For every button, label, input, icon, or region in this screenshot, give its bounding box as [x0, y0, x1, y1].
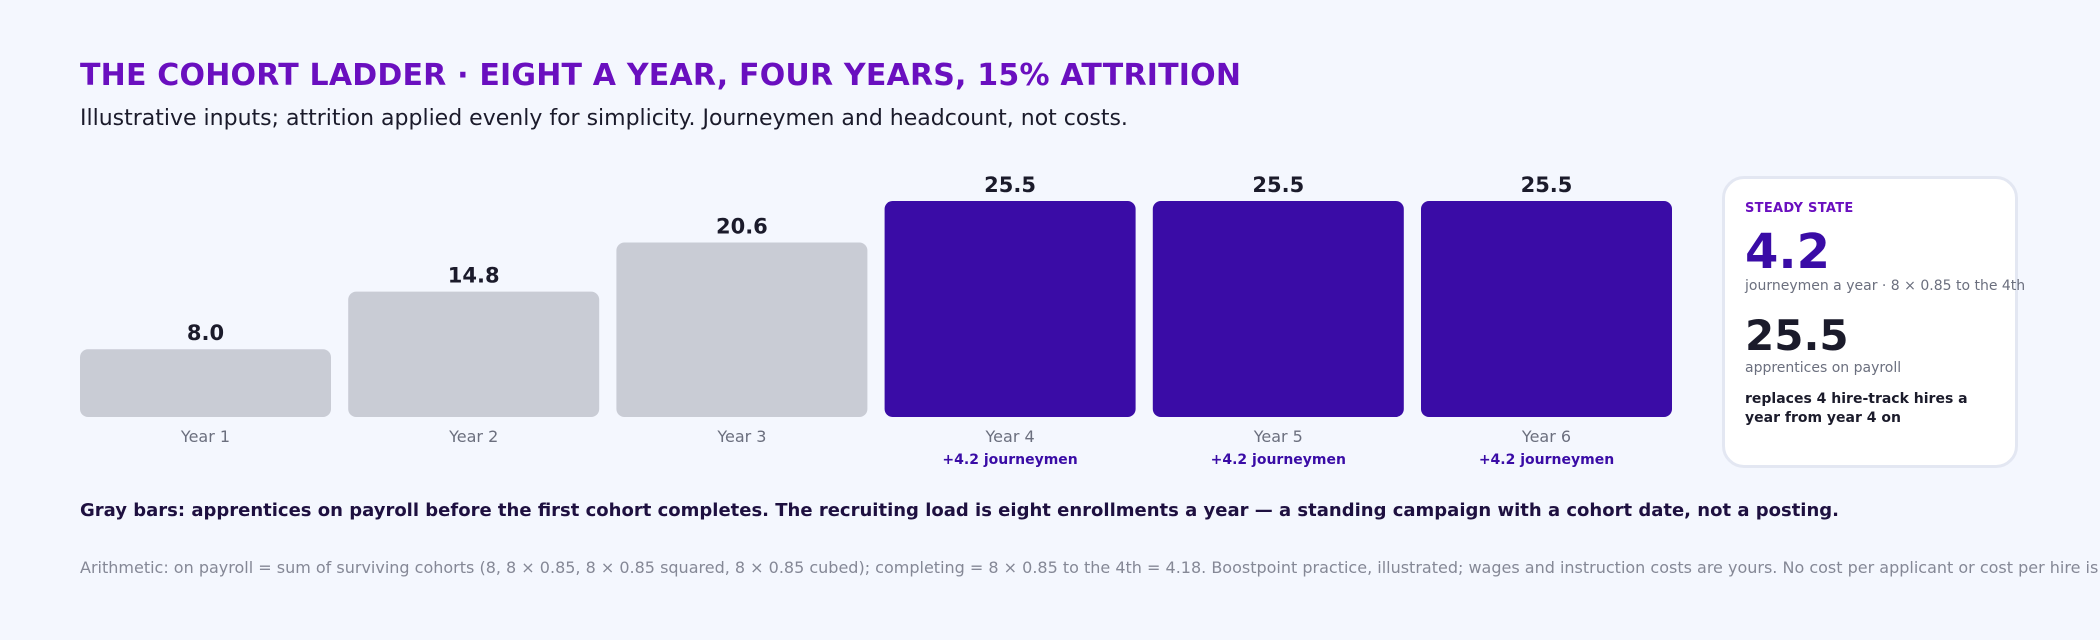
bar-value-label: 25.5: [1252, 173, 1304, 197]
panel-kicker: STEADY STATE: [1745, 201, 1854, 216]
bar-note-label: +4.2 journeymen: [942, 452, 1077, 468]
bar-2: [348, 291, 600, 417]
bar-value-label: 14.8: [448, 264, 500, 288]
chart-footnote: Gray bars: apprentices on payroll before…: [80, 500, 1840, 521]
journeymen-per-year-value: 4.2: [1745, 224, 1831, 280]
x-tick-label: Year 1: [180, 427, 230, 446]
bar-value-label: 25.5: [984, 173, 1036, 197]
bar-6: [1421, 201, 1672, 417]
bar-3: [616, 242, 868, 417]
bar-note-label: +4.2 journeymen: [1211, 452, 1346, 468]
bar-value-label: 25.5: [1521, 173, 1573, 197]
apprentices-on-payroll-caption: apprentices on payroll: [1745, 360, 1902, 376]
bar-1: [80, 349, 331, 417]
x-tick-label: Year 5: [1253, 427, 1303, 446]
x-tick-label: Year 4: [985, 427, 1035, 446]
apprentices-on-payroll-value: 25.5: [1745, 311, 1849, 360]
arithmetic-note: Arithmetic: on payroll = sum of survivin…: [80, 558, 2100, 577]
chart-title: THE COHORT LADDER · EIGHT A YEAR, FOUR Y…: [80, 58, 1242, 93]
bar-value-label: 8.0: [187, 321, 224, 345]
bar-4: [884, 201, 1136, 417]
x-tick-label: Year 3: [716, 427, 766, 446]
chart-subtitle: Illustrative inputs; attrition applied e…: [80, 106, 1128, 131]
journeymen-per-year-caption: journeymen a year · 8 × 0.85 to the 4th: [1745, 278, 2026, 294]
steady-state-panel: STEADY STATE 4.2 journeymen a year · 8 ×…: [1722, 176, 2026, 468]
bar-note-label: +4.2 journeymen: [1479, 452, 1614, 468]
bar-5: [1152, 201, 1404, 417]
panel-note: replaces 4 hire-track hires a year from …: [1745, 391, 1968, 426]
x-tick-label: Year 6: [1521, 427, 1571, 446]
x-tick-label: Year 2: [448, 427, 498, 446]
bar-value-label: 20.6: [716, 215, 768, 239]
bar-chart: 8.0 Year 1 14.8 Year 2 20.6 Year 3 25.5 Year 4 +…: [80, 173, 1672, 468]
